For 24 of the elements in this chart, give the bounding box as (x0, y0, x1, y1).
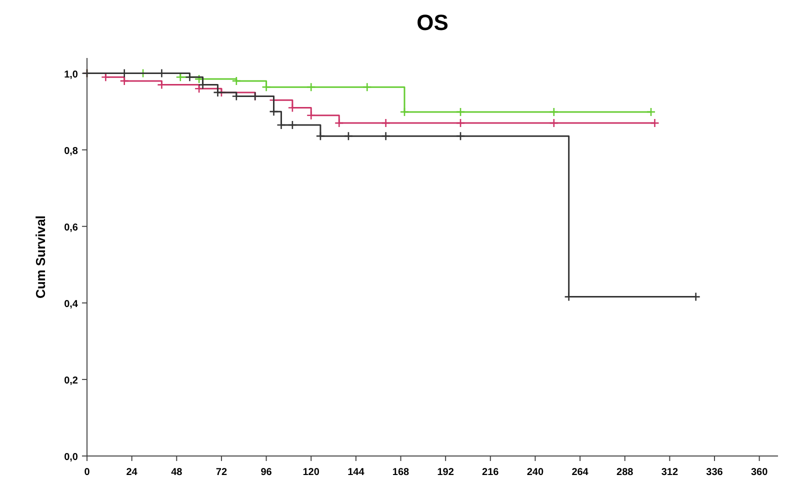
x-tick-label: 0 (84, 467, 90, 478)
y-tick-label: 0,4 (64, 298, 78, 310)
y-tick-label: 0,6 (64, 222, 78, 234)
x-tick-label: 216 (482, 467, 500, 478)
x-tick-label: 264 (572, 467, 589, 478)
x-tick-label: 96 (260, 467, 272, 478)
y-tick-label: 0,0 (64, 452, 78, 463)
x-tick-label: 192 (437, 467, 454, 478)
x-tick-label: 240 (526, 467, 544, 478)
x-tick-label: 288 (616, 467, 634, 478)
x-tick-label: 72 (216, 467, 228, 478)
x-tick-label: 168 (392, 467, 410, 478)
x-tick-label: 144 (348, 467, 365, 478)
y-tick-label: 1,0 (64, 69, 78, 80)
x-tick-label: 336 (706, 467, 724, 478)
x-tick-label: 312 (661, 467, 678, 478)
y-tick-label: 0,8 (64, 146, 78, 157)
x-tick-label: 360 (750, 467, 768, 478)
y-axis-title: Cum Survival (33, 215, 48, 299)
x-tick-label: 24 (126, 467, 138, 478)
x-tick-label: 120 (302, 467, 320, 478)
x-tick-label: 48 (171, 467, 183, 478)
chart-title: OS (416, 10, 448, 35)
y-tick-label: 0,2 (64, 375, 78, 386)
